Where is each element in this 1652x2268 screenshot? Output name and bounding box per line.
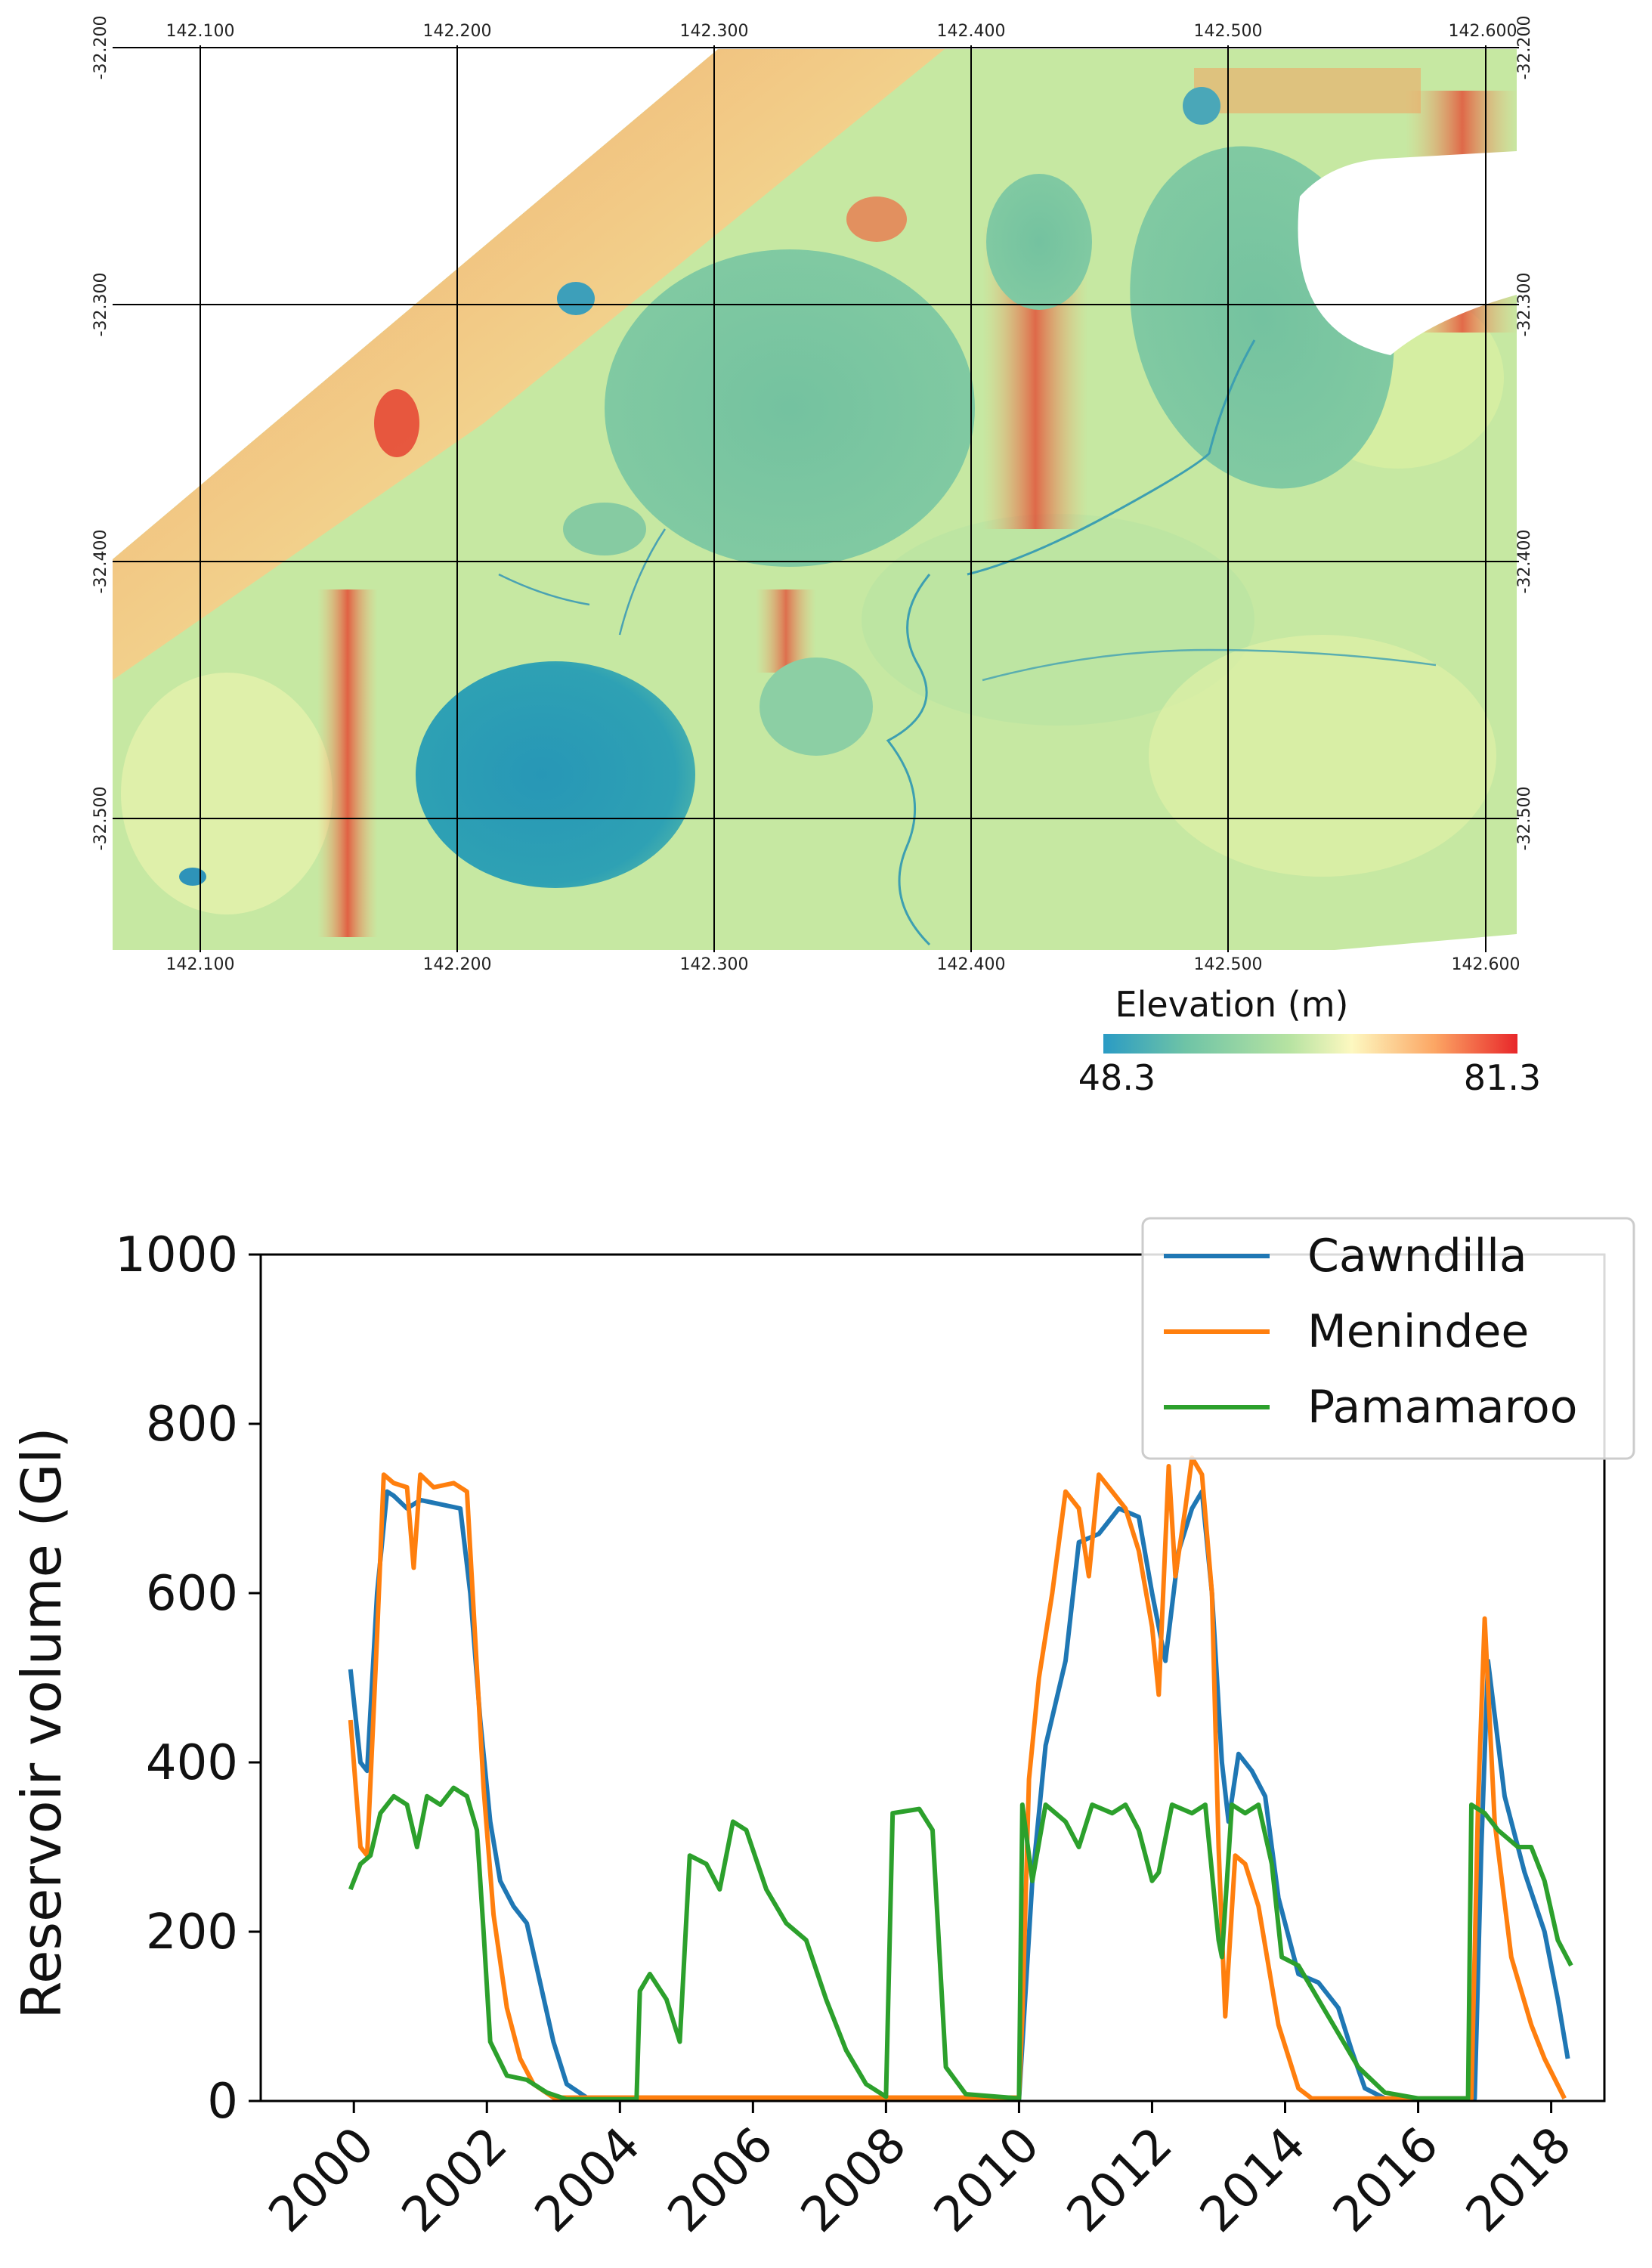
colorbar-gradient bbox=[1103, 1034, 1517, 1054]
y-tick-label: 1000 bbox=[115, 1227, 238, 1283]
legend: Cawndilla Menindee Pamamaroo bbox=[1141, 1217, 1635, 1460]
lon-tick-top: 142.300 bbox=[680, 22, 749, 41]
y-tick-label: 0 bbox=[207, 2074, 238, 2130]
y-tick-label: 200 bbox=[146, 1904, 238, 1960]
y-axis-ticks: 0 200 400 600 800 1000 bbox=[115, 1227, 261, 2130]
lon-tick-top: 142.400 bbox=[937, 22, 1006, 41]
x-tick-label: 2000 bbox=[258, 2117, 385, 2243]
lat-tick-left: -32.200 bbox=[91, 16, 110, 80]
legend-box bbox=[1141, 1217, 1635, 1460]
elevation-map: 142.100 142.200 142.300 142.400 142.500 … bbox=[91, 16, 1541, 1098]
plot-frame bbox=[259, 1253, 1606, 2102]
y-tick-label: 400 bbox=[146, 1735, 238, 1791]
x-tick-label: 2012 bbox=[1056, 2117, 1183, 2243]
x-tick-label: 2008 bbox=[790, 2117, 917, 2243]
x-tick-label: 2004 bbox=[524, 2117, 651, 2243]
lat-tick-right: -32.200 bbox=[1515, 16, 1534, 80]
legend-label-menindee: Menindee bbox=[1307, 1305, 1529, 1358]
lon-tick-bottom: 142.400 bbox=[937, 955, 1006, 974]
lon-tick-top: 142.500 bbox=[1194, 22, 1263, 41]
lon-tick-labels-bottom: 142.100 142.200 142.300 142.400 142.500 … bbox=[166, 955, 1521, 974]
elevation-raster bbox=[113, 49, 1517, 950]
lon-tick-bottom: 142.200 bbox=[423, 955, 492, 974]
x-tick-label: 2002 bbox=[391, 2117, 518, 2243]
lon-tick-top: 142.200 bbox=[423, 22, 492, 41]
legend-label-pamamaroo: Pamamaroo bbox=[1307, 1381, 1577, 1434]
x-axis-ticks: 2000 2002 2004 2006 2008 2010 2012 2014 2016 2018 bbox=[258, 2101, 1582, 2243]
x-tick-label: 2016 bbox=[1323, 2117, 1449, 2243]
lon-tick-labels-top: 142.100 142.200 142.300 142.400 142.500 … bbox=[166, 22, 1517, 41]
series-line-menindee bbox=[348, 1455, 1567, 2101]
lon-tick-bottom: 142.600 bbox=[1452, 955, 1521, 974]
lat-tick-left: -32.500 bbox=[91, 787, 110, 851]
reservoir-volume-chart: Reservoir volume (Gl) 02004006008001000 … bbox=[10, 1217, 1635, 2243]
lat-tick-left: -32.400 bbox=[91, 530, 110, 594]
elevation-colorbar: Elevation (m) 48.3 81.3 bbox=[1078, 984, 1541, 1098]
lon-tick-bottom: 142.100 bbox=[166, 955, 235, 974]
lon-tick-bottom: 142.300 bbox=[680, 955, 749, 974]
x-tick-label: 2014 bbox=[1190, 2117, 1316, 2243]
colorbar-max-label: 81.3 bbox=[1464, 1057, 1541, 1098]
x-tick-label: 2006 bbox=[657, 2117, 784, 2243]
series-line-cawndilla bbox=[348, 1489, 1570, 2102]
series-lines bbox=[348, 1455, 1573, 2102]
lat-tick-right: -32.500 bbox=[1515, 787, 1534, 851]
y-tick-label: 600 bbox=[146, 1566, 238, 1622]
lat-tick-left: -32.300 bbox=[91, 273, 110, 337]
lon-tick-top: 142.100 bbox=[166, 22, 235, 41]
legend-label-cawndilla: Cawndilla bbox=[1307, 1230, 1527, 1283]
y-axis-label: Reservoir volume (Gl) bbox=[10, 1427, 73, 2019]
y-tick-label: 800 bbox=[146, 1397, 238, 1453]
lat-tick-labels-right: -32.200 -32.300 -32.400 -32.500 bbox=[1515, 16, 1534, 851]
lat-tick-labels-left: -32.200 -32.300 -32.400 -32.500 bbox=[91, 16, 110, 851]
x-tick-label: 2010 bbox=[923, 2117, 1050, 2243]
map-gridlines bbox=[113, 45, 1519, 952]
colorbar-label: Elevation (m) bbox=[1115, 984, 1349, 1025]
lat-tick-right: -32.400 bbox=[1515, 530, 1534, 594]
lat-tick-right: -32.300 bbox=[1515, 273, 1534, 337]
colorbar-min-label: 48.3 bbox=[1078, 1057, 1155, 1098]
x-tick-label: 2018 bbox=[1456, 2117, 1582, 2243]
series-line-pamamaroo bbox=[348, 1785, 1573, 2102]
lon-tick-top: 142.600 bbox=[1449, 22, 1517, 41]
lon-tick-bottom: 142.500 bbox=[1194, 955, 1263, 974]
